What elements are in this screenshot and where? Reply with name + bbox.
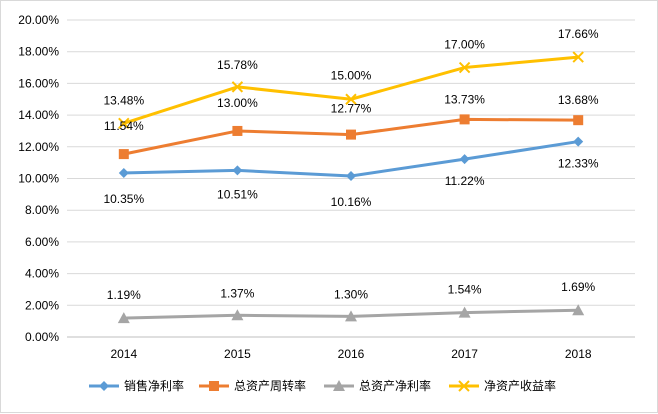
data-point-x [231, 81, 244, 93]
series-2 [118, 114, 584, 160]
data-label: 1.30% [334, 287, 368, 301]
legend-marker-square [209, 381, 219, 391]
data-point-square [346, 129, 356, 140]
data-point-diamond [118, 167, 129, 178]
data-point-diamond [573, 136, 584, 147]
data-point-square [232, 125, 243, 136]
legend-marker-triangle [333, 380, 345, 391]
legend-marker-x [458, 380, 470, 392]
data-labels: 10.35% 10.51% 10.16% 11.22% 12.33% 11.54% 13.0… [103, 27, 598, 302]
data-label: 11.54% [104, 119, 144, 133]
y-tick-label: 10.00% [18, 172, 59, 186]
data-point-triangle [458, 306, 471, 318]
legend-item: 总资产周转率 [199, 378, 306, 393]
x-tick-label: 2017 [451, 347, 478, 361]
y-axis-tick-labels: 0.00% 2.00% 4.00% 6.00% 8.00% 10.00% 12.00% 14.… [18, 13, 59, 344]
data-point-x [345, 93, 357, 105]
series-group [117, 51, 585, 324]
x-tick-label: 2018 [565, 347, 592, 361]
data-label: 13.00% [217, 96, 258, 110]
data-label: 1.54% [448, 283, 482, 297]
legend-label: 总资产周转率 [234, 378, 306, 393]
y-tick-label: 4.00% [25, 267, 59, 281]
legend: 销售净利率 总资产周转率 总资产净利率 净资产收益率 [89, 378, 556, 393]
data-label: 15.00% [331, 68, 372, 82]
x-tick-label: 2015 [224, 347, 251, 361]
x-tick-label: 2016 [338, 347, 365, 361]
series-3 [117, 304, 585, 324]
data-label: 1.19% [107, 288, 141, 302]
data-point-diamond [346, 170, 356, 181]
data-label: 15.78% [217, 58, 258, 72]
data-label: 1.37% [220, 286, 254, 300]
data-label: 11.22% [445, 174, 485, 188]
data-point-x [572, 51, 584, 63]
y-tick-label: 8.00% [25, 203, 59, 217]
y-tick-label: 16.00% [18, 76, 59, 90]
legend-label: 总资产净利率 [359, 378, 431, 393]
legend-label: 净资产收益率 [484, 378, 556, 393]
y-tick-label: 18.00% [18, 45, 59, 59]
data-point-x [458, 61, 471, 74]
data-label: 13.48% [103, 93, 144, 107]
y-tick-label: 12.00% [18, 140, 59, 154]
data-point-square [118, 149, 129, 160]
data-label: 13.68% [558, 93, 599, 107]
data-point-diamond [232, 165, 243, 176]
data-label: 10.16% [331, 195, 372, 209]
legend-item: 销售净利率 [89, 378, 184, 393]
data-label: 10.35% [103, 192, 144, 206]
data-label: 12.33% [558, 157, 599, 171]
data-label: 1.69% [561, 280, 595, 294]
data-point-square [573, 115, 584, 126]
data-point-triangle [117, 312, 130, 324]
data-label: 10.51% [217, 187, 258, 201]
data-label: 13.73% [444, 92, 485, 106]
legend-item: 净资产收益率 [449, 378, 556, 393]
data-point-diamond [459, 154, 470, 165]
legend-label: 销售净利率 [124, 378, 184, 393]
series-1 [118, 136, 584, 181]
data-label: 12.77% [331, 102, 372, 116]
y-tick-label: 14.00% [18, 108, 59, 122]
y-tick-label: 20.00% [18, 13, 59, 27]
x-tick-label: 2014 [110, 347, 137, 361]
data-point-x [118, 117, 130, 130]
data-point-square [459, 114, 470, 125]
legend-marker-diamond [99, 381, 109, 391]
y-tick-label: 6.00% [25, 235, 59, 249]
y-tick-label: 2.00% [25, 298, 59, 312]
data-label: 17.66% [558, 27, 599, 41]
data-label: 17.00% [444, 38, 485, 52]
data-point-triangle [345, 310, 357, 322]
data-point-triangle [572, 304, 585, 316]
x-axis-tick-labels: 2014 2015 2016 2017 2018 [110, 347, 591, 361]
y-tick-label: 0.00% [25, 330, 59, 344]
data-point-triangle [231, 309, 244, 321]
legend-item: 总资产净利率 [324, 378, 431, 393]
series-4 [118, 51, 584, 130]
